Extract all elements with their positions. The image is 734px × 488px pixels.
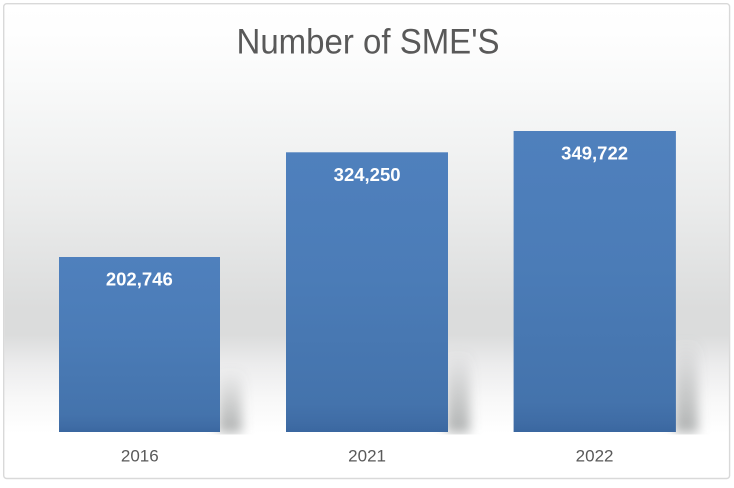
svg-text:Number of SME'S: Number of SME'S [237, 22, 500, 62]
svg-text:349,722: 349,722 [561, 142, 628, 163]
svg-text:2021: 2021 [348, 446, 386, 465]
svg-text:202,746: 202,746 [106, 269, 173, 290]
svg-text:2016: 2016 [121, 446, 159, 465]
svg-text:2022: 2022 [576, 446, 614, 465]
svg-text:324,250: 324,250 [334, 164, 401, 185]
